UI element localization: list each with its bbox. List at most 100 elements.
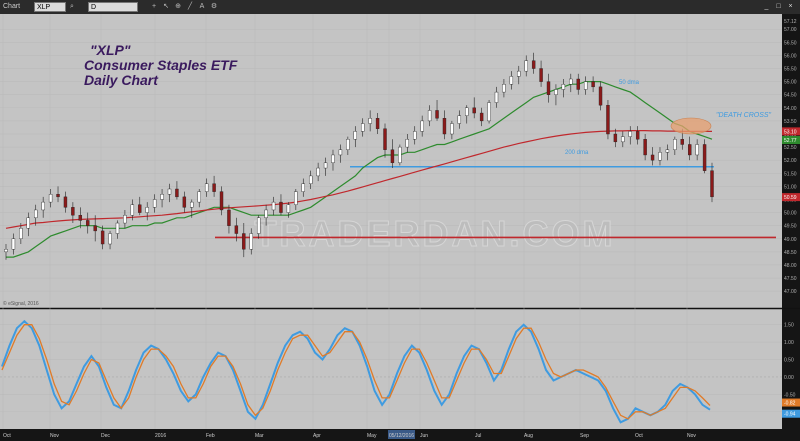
price-grid — [0, 14, 782, 429]
candle-down — [591, 81, 595, 88]
search-icon[interactable]: ⌕ — [70, 3, 74, 10]
candle-up — [115, 222, 120, 234]
draw-line-icon[interactable]: ╱ — [187, 3, 193, 10]
time-tick-label: May — [367, 433, 377, 439]
price-tick-label: 53.50 — [784, 119, 797, 125]
candle-up — [494, 91, 499, 103]
price-tick-label: 55.00 — [784, 80, 797, 86]
price-tick-label: 51.50 — [784, 171, 797, 177]
price-tick-label: 54.00 — [784, 106, 797, 112]
price-tick-label: 47.00 — [784, 289, 797, 295]
oscillator-tag-box — [782, 409, 800, 418]
death-cross-highlight — [670, 117, 712, 135]
candle-down — [390, 149, 395, 164]
death-cross-label: "DEATH CROSS" — [716, 112, 772, 119]
candle-up — [554, 89, 558, 95]
price-tag-box — [782, 127, 800, 136]
candle-up — [331, 154, 335, 164]
chart-canvas[interactable]: TRADERDAN.COM "XLP" Consumer Staples ETF… — [0, 14, 800, 441]
candle-up — [695, 144, 699, 156]
copyright-text: © eSignal, 2016 — [3, 300, 39, 307]
candle-up — [167, 188, 172, 195]
candle-up — [130, 204, 135, 216]
watermark: TRADERDAN.COM — [255, 213, 616, 254]
zoom-icon[interactable]: ⊕ — [175, 3, 181, 10]
price-tick-label: 51.00 — [784, 184, 797, 190]
oscillator-tick-label: 1.00 — [784, 340, 794, 346]
maximize-button[interactable]: □ — [776, 3, 781, 10]
y-axis-bg — [782, 14, 800, 441]
price-tick-label: 55.50 — [784, 67, 797, 73]
label-200dma: 200 dma — [565, 150, 589, 156]
time-tick-label: 2016 — [155, 433, 166, 439]
candle-up — [308, 175, 313, 184]
time-tick-label: Dec — [101, 433, 110, 439]
settings-icon[interactable]: ⚙ — [210, 3, 218, 10]
crosshair-icon[interactable]: + — [151, 3, 157, 10]
candle-up — [420, 120, 424, 132]
price-tag-label: 50.59 — [784, 195, 797, 201]
pointer-icon[interactable]: ↖ — [163, 3, 169, 10]
close-button[interactable]: × — [788, 3, 793, 10]
candle-down — [138, 204, 142, 213]
oscillator-lines — [1, 319, 711, 424]
interval-select[interactable]: D — [88, 2, 138, 12]
time-tick-label: Oct — [3, 433, 11, 439]
oscillator-tick-label: -0.50 — [784, 392, 796, 398]
candle-up — [48, 194, 53, 203]
candle-up — [524, 60, 528, 72]
candle-down — [383, 128, 387, 150]
candle-up — [561, 84, 566, 90]
price-tick-label: 52.50 — [784, 145, 797, 151]
candle-up — [583, 81, 588, 90]
price-tags: 53.10 52.77 50.59 -0.82 -0.94 — [782, 127, 800, 418]
price-tick-label: 49.50 — [784, 224, 797, 230]
candle-up — [398, 146, 402, 164]
candle-up — [301, 183, 305, 192]
candle-up — [145, 207, 149, 213]
candle-up — [353, 131, 357, 140]
minimize-button[interactable]: _ — [764, 3, 769, 10]
candle-up — [316, 167, 320, 177]
oscillator-blue-line — [1, 319, 711, 424]
price-tick-label: 56.00 — [784, 53, 797, 59]
candle-up — [19, 228, 23, 239]
candle-up — [413, 131, 417, 140]
price-tick-label: 49.00 — [784, 237, 797, 243]
oscillator-tick-label: 0.00 — [784, 375, 794, 381]
candle-up — [427, 110, 432, 122]
candle-up — [673, 139, 677, 150]
candle-up — [487, 102, 491, 122]
price-tag-label: 53.10 — [784, 129, 797, 135]
time-axis: Oct Nov Dec 2016 Feb Mar Apr May 05/12/2016 Jun Ju… — [3, 430, 696, 439]
time-tick-label: Sep — [580, 433, 589, 439]
time-tick-label: Nov — [687, 433, 696, 439]
candle-up — [41, 201, 45, 211]
candle-up — [108, 233, 112, 245]
candle-up — [286, 204, 291, 213]
cursor-date-box — [388, 430, 415, 439]
price-tick-label: 52.00 — [784, 158, 797, 164]
candle-down — [539, 68, 543, 82]
text-tool-icon[interactable]: A — [199, 3, 205, 10]
candle-down — [442, 118, 447, 135]
candle-down — [606, 104, 610, 135]
candle-up — [249, 233, 253, 250]
candle-down — [242, 233, 246, 250]
support-lines — [215, 165, 776, 239]
candle-up — [4, 249, 8, 253]
oscillator-tag-label: -0.82 — [784, 401, 796, 407]
candle-down — [227, 209, 231, 226]
price-tick-label: 50.00 — [784, 211, 797, 217]
symbol-input[interactable]: XLP — [34, 2, 66, 12]
oscillator-tag-box — [782, 398, 800, 407]
oscillator-panel-bg — [0, 309, 782, 429]
candle-down — [531, 60, 536, 69]
time-tick-label: Jul — [475, 433, 481, 439]
candle-up — [457, 115, 462, 124]
candle-down — [472, 107, 476, 114]
candle-up — [621, 136, 625, 143]
candle-down — [710, 170, 714, 198]
candle-down — [100, 230, 105, 245]
time-tick-label: Nov — [50, 433, 59, 439]
